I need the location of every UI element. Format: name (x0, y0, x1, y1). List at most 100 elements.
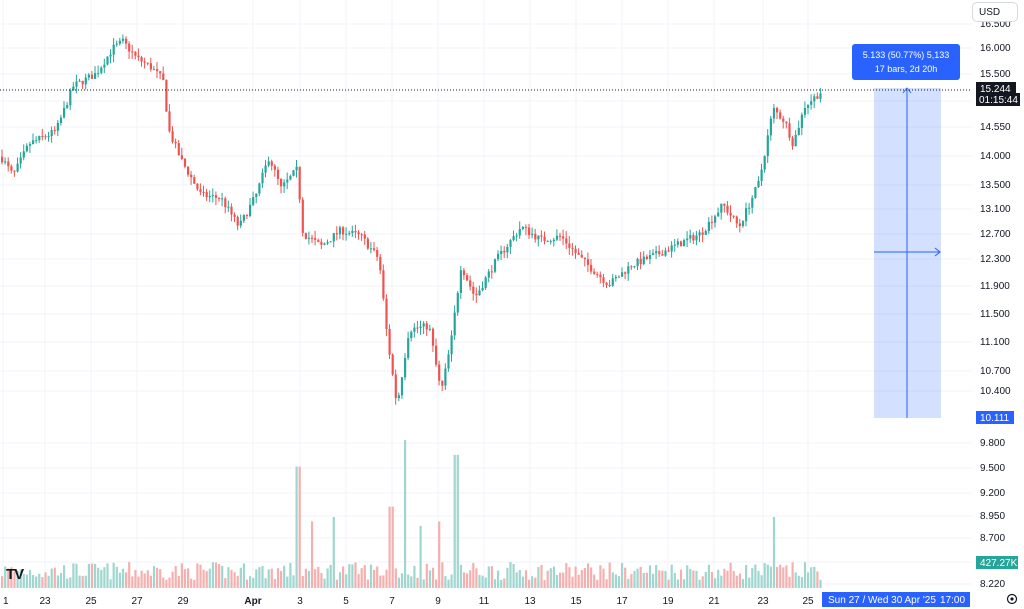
candle (187, 166, 190, 177)
volume-bar (633, 570, 636, 588)
candle (397, 392, 400, 402)
candle-body (469, 280, 472, 287)
candle-body (565, 238, 568, 244)
candle (813, 93, 816, 109)
candle-body (273, 165, 276, 170)
candle (171, 126, 174, 144)
candle (478, 285, 481, 296)
volume-bar (121, 568, 125, 588)
time-tick-label: 19 (662, 596, 674, 607)
candle-body (131, 51, 134, 53)
volume-bar (270, 568, 273, 588)
candle (444, 363, 447, 390)
candle-body (605, 282, 608, 286)
candle-body (28, 144, 32, 146)
candle-body (704, 231, 707, 235)
candle-body (227, 206, 230, 208)
candle (218, 197, 221, 202)
volume-bar (648, 565, 652, 588)
candle-body (162, 73, 165, 81)
candle-body (590, 264, 593, 272)
time-tick-label: 23 (39, 596, 51, 607)
measure-arrow-head (902, 87, 912, 94)
candle-body (803, 107, 807, 115)
volume-bar (655, 565, 658, 588)
candle (118, 37, 121, 46)
candle (56, 120, 59, 137)
candle-body (521, 226, 524, 230)
candle (236, 215, 239, 231)
volume-bar (87, 563, 90, 588)
candle (180, 147, 183, 161)
countdown-label: 01:15:44 (979, 95, 1018, 106)
candle (298, 166, 301, 204)
volume-bar (332, 516, 335, 588)
volume-bar (441, 562, 444, 588)
price-tick-label: 11.900 (980, 281, 1010, 292)
candle (586, 252, 590, 272)
volume-bar (531, 576, 534, 588)
candle (320, 238, 323, 249)
settings-gear-icon[interactable] (1004, 591, 1020, 607)
volume-bar (187, 568, 190, 588)
candle-body (794, 134, 797, 147)
candle-body (617, 276, 621, 278)
candle-body (180, 155, 183, 159)
candle-body (450, 335, 453, 355)
volume-bar (236, 575, 239, 588)
candle-body (779, 112, 782, 119)
volume-bar (766, 564, 769, 588)
candle (509, 238, 512, 255)
candle (286, 172, 289, 190)
price-tick-label: 8.220 (980, 579, 1005, 590)
price-tick-label: 10.700 (980, 366, 1011, 377)
candle-body (524, 226, 528, 228)
volume-bar (565, 563, 568, 588)
candle (797, 120, 800, 136)
candle-body (456, 292, 459, 313)
candle-body (78, 80, 81, 82)
candle (270, 159, 273, 171)
candle (416, 320, 419, 334)
candle (351, 225, 354, 237)
candle-body (295, 166, 298, 171)
candle-body (177, 143, 180, 156)
candle-body (679, 241, 683, 247)
candle-body (137, 55, 140, 58)
candle-body (345, 233, 348, 235)
candle (47, 131, 50, 142)
volume-bar (78, 575, 81, 588)
volume-bar (493, 579, 497, 588)
range-low-label: 10.111 (980, 413, 1010, 424)
candle (704, 229, 707, 236)
candle (602, 273, 605, 288)
candle (106, 56, 109, 66)
candle (115, 40, 118, 47)
candle-body (187, 166, 190, 175)
currency-selector-button[interactable]: USD (972, 2, 1018, 22)
candle (413, 323, 416, 338)
volume-bar (171, 571, 174, 588)
volume-bar (676, 579, 679, 588)
candle (59, 114, 63, 126)
candle (338, 225, 342, 240)
volume-bar (25, 574, 28, 588)
volume-bar (149, 575, 152, 588)
volume-bar (596, 579, 599, 588)
candle-body (555, 235, 559, 240)
candle-body (562, 236, 565, 239)
candle (410, 330, 413, 342)
candle (72, 82, 75, 92)
candle-body (7, 161, 10, 167)
candle (345, 227, 348, 241)
candle (190, 171, 193, 185)
candle-body (797, 127, 800, 135)
time-tick-label: 11 (479, 596, 490, 607)
candle-body (298, 166, 301, 200)
candle-body (701, 232, 704, 235)
volume-bar (165, 579, 168, 588)
candle-body (686, 238, 689, 241)
volume-bar (413, 565, 416, 588)
candle (404, 353, 407, 381)
